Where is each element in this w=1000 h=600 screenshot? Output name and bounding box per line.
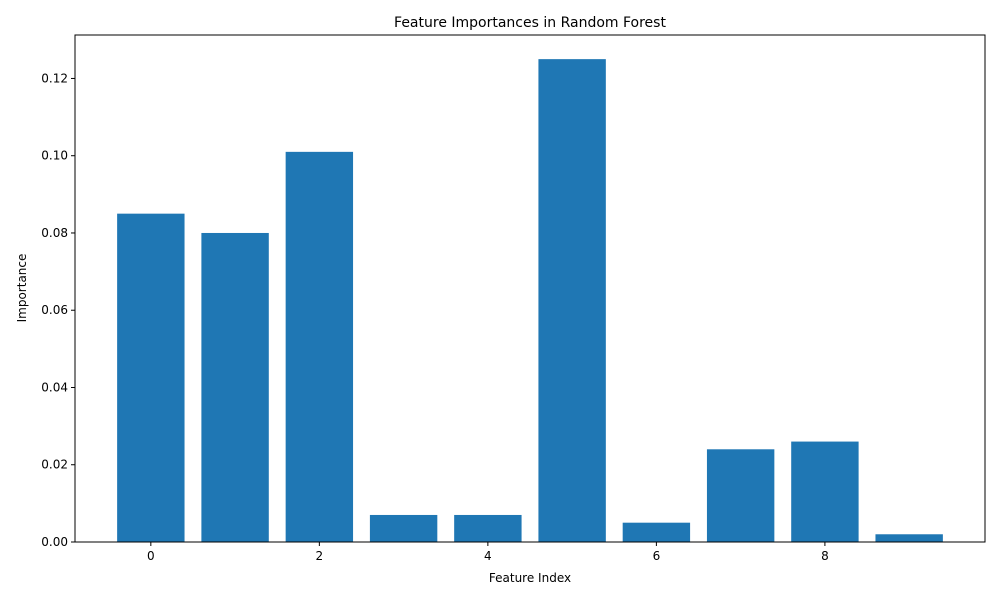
y-tick-label: 0.06: [41, 303, 68, 317]
y-tick-label: 0.08: [41, 226, 68, 240]
y-tick-label: 0.10: [41, 149, 68, 163]
y-tick-label: 0.02: [41, 458, 68, 472]
x-tick-label: 0: [147, 549, 155, 563]
bar-feature-6: [622, 522, 691, 542]
bar-feature-4: [454, 514, 522, 542]
bar-feature-2: [285, 151, 354, 542]
bar-feature-0: [117, 213, 185, 542]
x-tick-label: 2: [316, 549, 324, 563]
y-tick-label: 0.12: [41, 71, 68, 85]
bar-feature-7: [706, 449, 775, 542]
bars-group: [117, 59, 943, 543]
y-tick-label: 0.04: [41, 380, 68, 394]
x-tick-label: 4: [484, 549, 492, 563]
y-axis-label: Importance: [15, 254, 29, 323]
x-tick-label: 8: [821, 549, 829, 563]
chart-title: Feature Importances in Random Forest: [394, 15, 666, 31]
y-axis-ticks: 0.00 0.02 0.04 0.06 0.08 0.10 0.12: [41, 71, 75, 549]
x-axis-ticks: 0 2 4 6 8: [147, 542, 829, 563]
plot-frame: [74, 34, 986, 543]
x-tick-label: 6: [653, 549, 661, 563]
bar-feature-9: [875, 534, 943, 542]
y-tick-label: 0.00: [41, 535, 68, 549]
bar-feature-8: [791, 441, 859, 542]
bar-feature-5: [538, 59, 606, 543]
x-axis-label: Feature Index: [489, 571, 571, 585]
bar-feature-3: [369, 514, 438, 542]
bar-feature-1: [201, 232, 269, 542]
